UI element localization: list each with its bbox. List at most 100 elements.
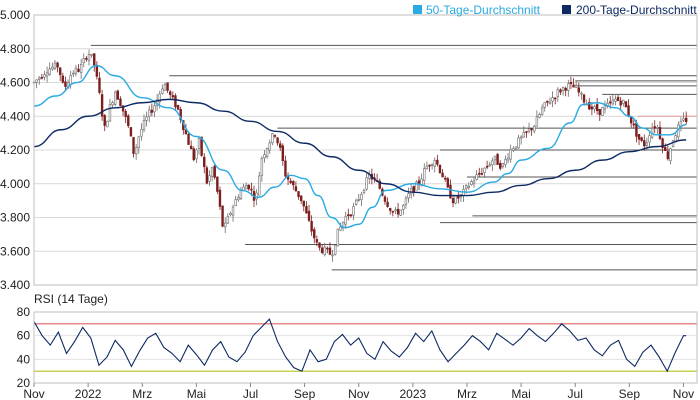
candle-body: [512, 148, 515, 151]
rsi-panel: [33, 311, 697, 384]
candle-body: [53, 62, 57, 69]
candle-body: [653, 126, 656, 129]
legend: 50-Tage-Durchschnitt 200-Tage-Durchschni…: [413, 3, 697, 17]
candle-body: [664, 147, 667, 151]
candle-body: [229, 212, 232, 216]
candle-body: [629, 116, 633, 124]
ma200-line: [33, 98, 687, 197]
candle-body: [341, 221, 345, 229]
candle-body: [137, 136, 140, 148]
candle-body: [140, 128, 143, 137]
candle-body: [158, 93, 161, 103]
candle-body: [640, 137, 643, 141]
candle-body: [514, 146, 518, 149]
candle-body: [684, 117, 688, 123]
candle-body: [142, 119, 146, 130]
candle-body: [522, 132, 525, 138]
candle-body: [412, 185, 415, 193]
candle-body: [124, 110, 127, 118]
candle-body: [483, 167, 486, 173]
candle-body: [407, 193, 410, 199]
candle-body: [51, 66, 54, 70]
candle-body: [402, 204, 405, 210]
candle-body: [509, 148, 512, 160]
candle-body: [533, 125, 536, 132]
xtick-label: Jul: [243, 387, 258, 400]
candle-body: [168, 91, 172, 95]
candle-body: [548, 101, 552, 105]
candle-body: [441, 172, 444, 178]
candle-body: [263, 154, 266, 159]
candle-body: [260, 157, 264, 176]
candle-body: [294, 186, 298, 192]
candle-body: [624, 101, 628, 108]
candle-body: [569, 81, 573, 85]
candle-body: [106, 120, 109, 128]
price-panel-frame: [33, 14, 698, 286]
candle-body: [491, 160, 494, 166]
candle-body: [454, 195, 457, 204]
candle-body: [231, 206, 235, 216]
candle-body: [428, 164, 431, 167]
candle-body: [464, 185, 468, 189]
candle-body: [478, 172, 481, 175]
candle-body: [389, 208, 392, 211]
candle-body: [224, 222, 227, 228]
candle-body: [255, 192, 258, 200]
candle-body: [226, 216, 230, 224]
candle-body: [82, 58, 85, 64]
candle-body: [352, 206, 355, 216]
rsi-title: RSI (14 Tage): [34, 292, 108, 306]
candle-body: [595, 104, 599, 112]
candle-body: [564, 87, 567, 91]
candle-body: [313, 229, 316, 239]
candle-body: [100, 94, 104, 117]
candle-body: [567, 83, 570, 91]
candle-body: [404, 197, 408, 205]
candle-body: [297, 191, 300, 197]
candle-body: [56, 62, 59, 68]
candle-body: [344, 216, 347, 225]
ma50-line: [33, 64, 687, 229]
candle-body: [271, 133, 274, 144]
candle-body: [98, 77, 101, 93]
candle-body: [221, 205, 224, 227]
xtick-label: Mrz: [457, 387, 477, 400]
candle-body: [150, 109, 154, 113]
candle-body: [611, 99, 615, 105]
price-ytick-label: 5.000: [0, 8, 30, 22]
candle-body: [590, 106, 594, 110]
candle-body: [360, 193, 363, 201]
candle-body: [111, 102, 114, 106]
candle-body: [551, 97, 554, 102]
candle-body: [134, 147, 138, 155]
candle-body: [273, 135, 277, 137]
price-ytick-label: 4.400: [0, 109, 30, 123]
candle-body: [48, 68, 51, 75]
legend-swatch-200: [562, 5, 571, 14]
candle-body: [593, 106, 596, 110]
candle-body: [208, 175, 211, 182]
candle-body: [671, 140, 675, 147]
candle-body: [603, 105, 607, 110]
legend-label-50: 50-Tage-Durchschnitt: [426, 3, 541, 17]
candle-body: [281, 145, 285, 161]
candle-body: [354, 199, 358, 205]
rsi-ytick-label: 20: [17, 376, 31, 390]
candle-body: [323, 246, 326, 256]
candle-body: [444, 177, 447, 180]
candle-body: [601, 107, 604, 117]
candle-body: [357, 198, 360, 201]
candle-body: [648, 135, 651, 143]
candle-body: [425, 165, 429, 170]
price-ytick-label: 4.600: [0, 76, 30, 90]
candle-body: [174, 95, 177, 108]
candle-body: [328, 247, 332, 255]
candle-body: [307, 210, 311, 221]
candle-body: [197, 138, 201, 149]
candle-body: [504, 158, 507, 165]
candle-body: [598, 108, 601, 115]
candle-body: [347, 214, 350, 217]
candle-body: [394, 209, 397, 212]
